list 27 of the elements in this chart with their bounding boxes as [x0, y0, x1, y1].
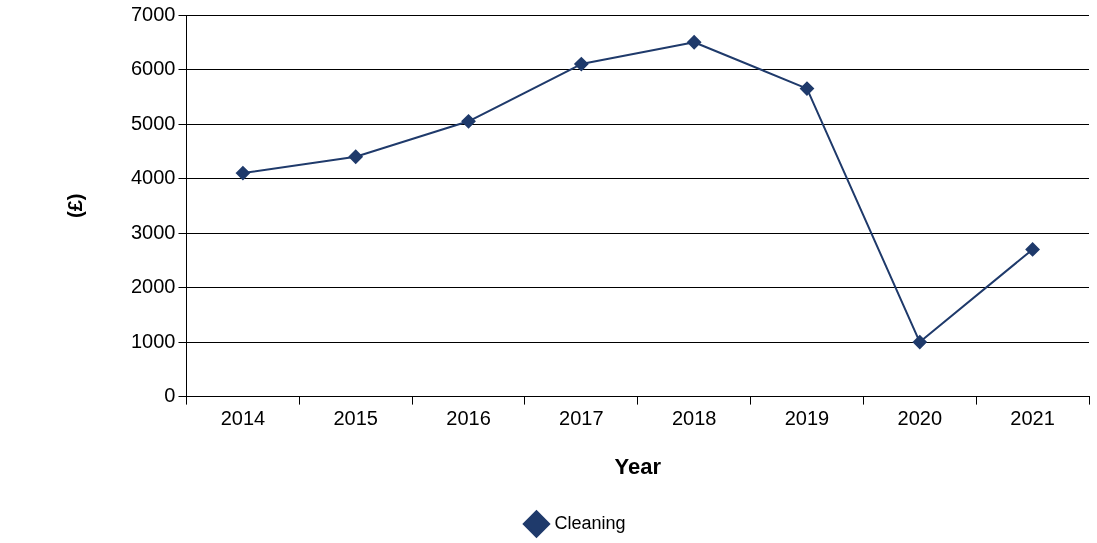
- point: [461, 114, 476, 129]
- x-tick-label: 2020: [897, 407, 943, 430]
- y-tick-label: 1000: [130, 329, 176, 352]
- point: [235, 166, 250, 181]
- x-tick-label: 2017: [559, 407, 604, 430]
- y-tick-label: 2000: [130, 275, 176, 298]
- y-axis-title: (£): [63, 193, 86, 219]
- point: [1025, 242, 1040, 257]
- y-tick-label: 6000: [130, 57, 176, 80]
- x-axis-title: Year: [614, 453, 662, 479]
- legend-label: Cleaning: [554, 512, 626, 533]
- point: [687, 35, 702, 50]
- point: [348, 149, 363, 164]
- x-tick-label: 2014: [220, 407, 266, 430]
- y-tick-label: 4000: [130, 166, 176, 189]
- point: [574, 57, 589, 72]
- y-tick-label: 0: [164, 384, 176, 407]
- x-tick-label: 2021: [1010, 407, 1055, 430]
- x-tick-label: 2018: [671, 407, 717, 430]
- y-tick-label: 7000: [130, 2, 176, 25]
- point: [799, 81, 814, 96]
- x-tick-label: 2019: [784, 407, 830, 430]
- x-tick-label: 2015: [333, 407, 378, 430]
- point: [912, 335, 927, 350]
- y-tick-label: 5000: [130, 111, 176, 134]
- x-tick-label: 2016: [446, 407, 491, 430]
- y-tick-label: 3000: [130, 220, 176, 243]
